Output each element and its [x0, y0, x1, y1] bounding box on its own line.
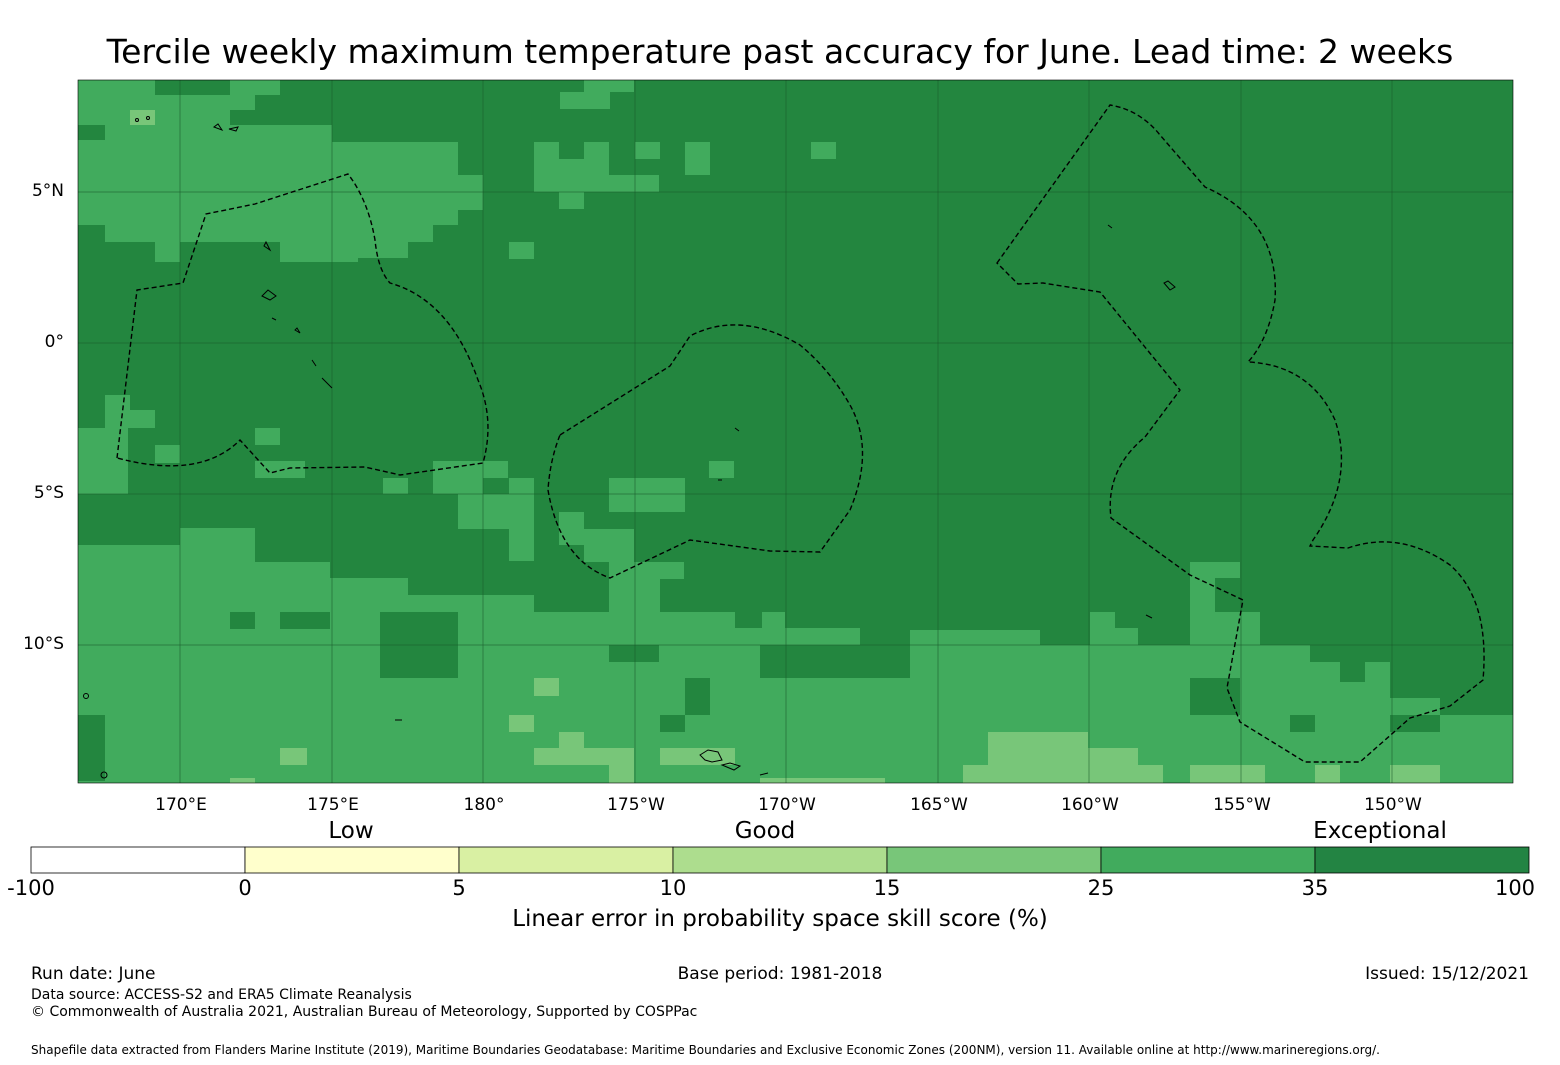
- colorbar-segment: [458, 846, 674, 874]
- colorbar-segment: [672, 846, 888, 874]
- lon-label: 175°E: [307, 795, 359, 815]
- data-source: Data source: ACCESS-S2 and ERA5 Climate …: [31, 987, 412, 1003]
- colorbar-title: Linear error in probability space skill …: [512, 906, 1048, 932]
- colorbar-category-good: Good: [734, 818, 796, 844]
- lat-label: 5°N: [31, 181, 64, 201]
- lon-label: 155°W: [1213, 795, 1271, 815]
- lat-label: 0°: [44, 332, 64, 352]
- run-date: Run date: June: [31, 964, 156, 984]
- lon-label: 170°E: [155, 795, 207, 815]
- lon-label: 165°W: [910, 795, 968, 815]
- eez-boundary-tokelau-samoa: [547, 324, 864, 579]
- lon-label: 160°W: [1061, 795, 1119, 815]
- island-outlines: [83, 116, 1176, 779]
- colorbar-category-exceptional: Exceptional: [1313, 818, 1447, 844]
- colorbar-segment: [1314, 846, 1530, 874]
- colorbar-tick-label: 0: [238, 876, 252, 900]
- map-frame: [77, 79, 1514, 784]
- lon-label: 170°W: [758, 795, 816, 815]
- colorbar: [30, 846, 1530, 874]
- colorbar-tick-label: 35: [1301, 876, 1329, 900]
- lat-label: 5°S: [33, 483, 64, 503]
- chart-title: Tercile weekly maximum temperature past …: [106, 32, 1454, 71]
- issued-date: Issued: 15/12/2021: [1365, 964, 1529, 984]
- colorbar-tick-label: 10: [659, 876, 687, 900]
- skill-blocks-15-25: [130, 110, 1440, 783]
- eez-boundaries: [116, 104, 1485, 763]
- colorbar-category-low: Low: [328, 818, 374, 844]
- colorbar-segment: [244, 846, 460, 874]
- lon-label: 175°W: [607, 795, 665, 815]
- colorbar-tick-label: 15: [873, 876, 901, 900]
- colorbar-segment: [1100, 846, 1316, 874]
- lon-label: 180°: [463, 795, 505, 815]
- lon-label: 150°W: [1364, 795, 1422, 815]
- colorbar-segment: [30, 846, 246, 874]
- skill-blocks-25-35: [78, 80, 1513, 783]
- colorbar-tick-label: 5: [452, 876, 466, 900]
- eez-boundary-kiribati-gilbert: [116, 173, 489, 476]
- colorbar-segment: [886, 846, 1102, 874]
- base-period: Base period: 1981-2018: [677, 964, 883, 984]
- shapefile-credit: Shapefile data extracted from Flanders M…: [31, 1043, 1380, 1057]
- lat-label: 10°S: [23, 634, 64, 654]
- colorbar-tick-label: -100: [7, 876, 55, 900]
- colorbar-tick-label: 25: [1087, 876, 1115, 900]
- copyright-notice: © Commonwealth of Australia 2021, Austra…: [31, 1004, 698, 1020]
- colorbar-tick-label: 100: [1494, 876, 1536, 900]
